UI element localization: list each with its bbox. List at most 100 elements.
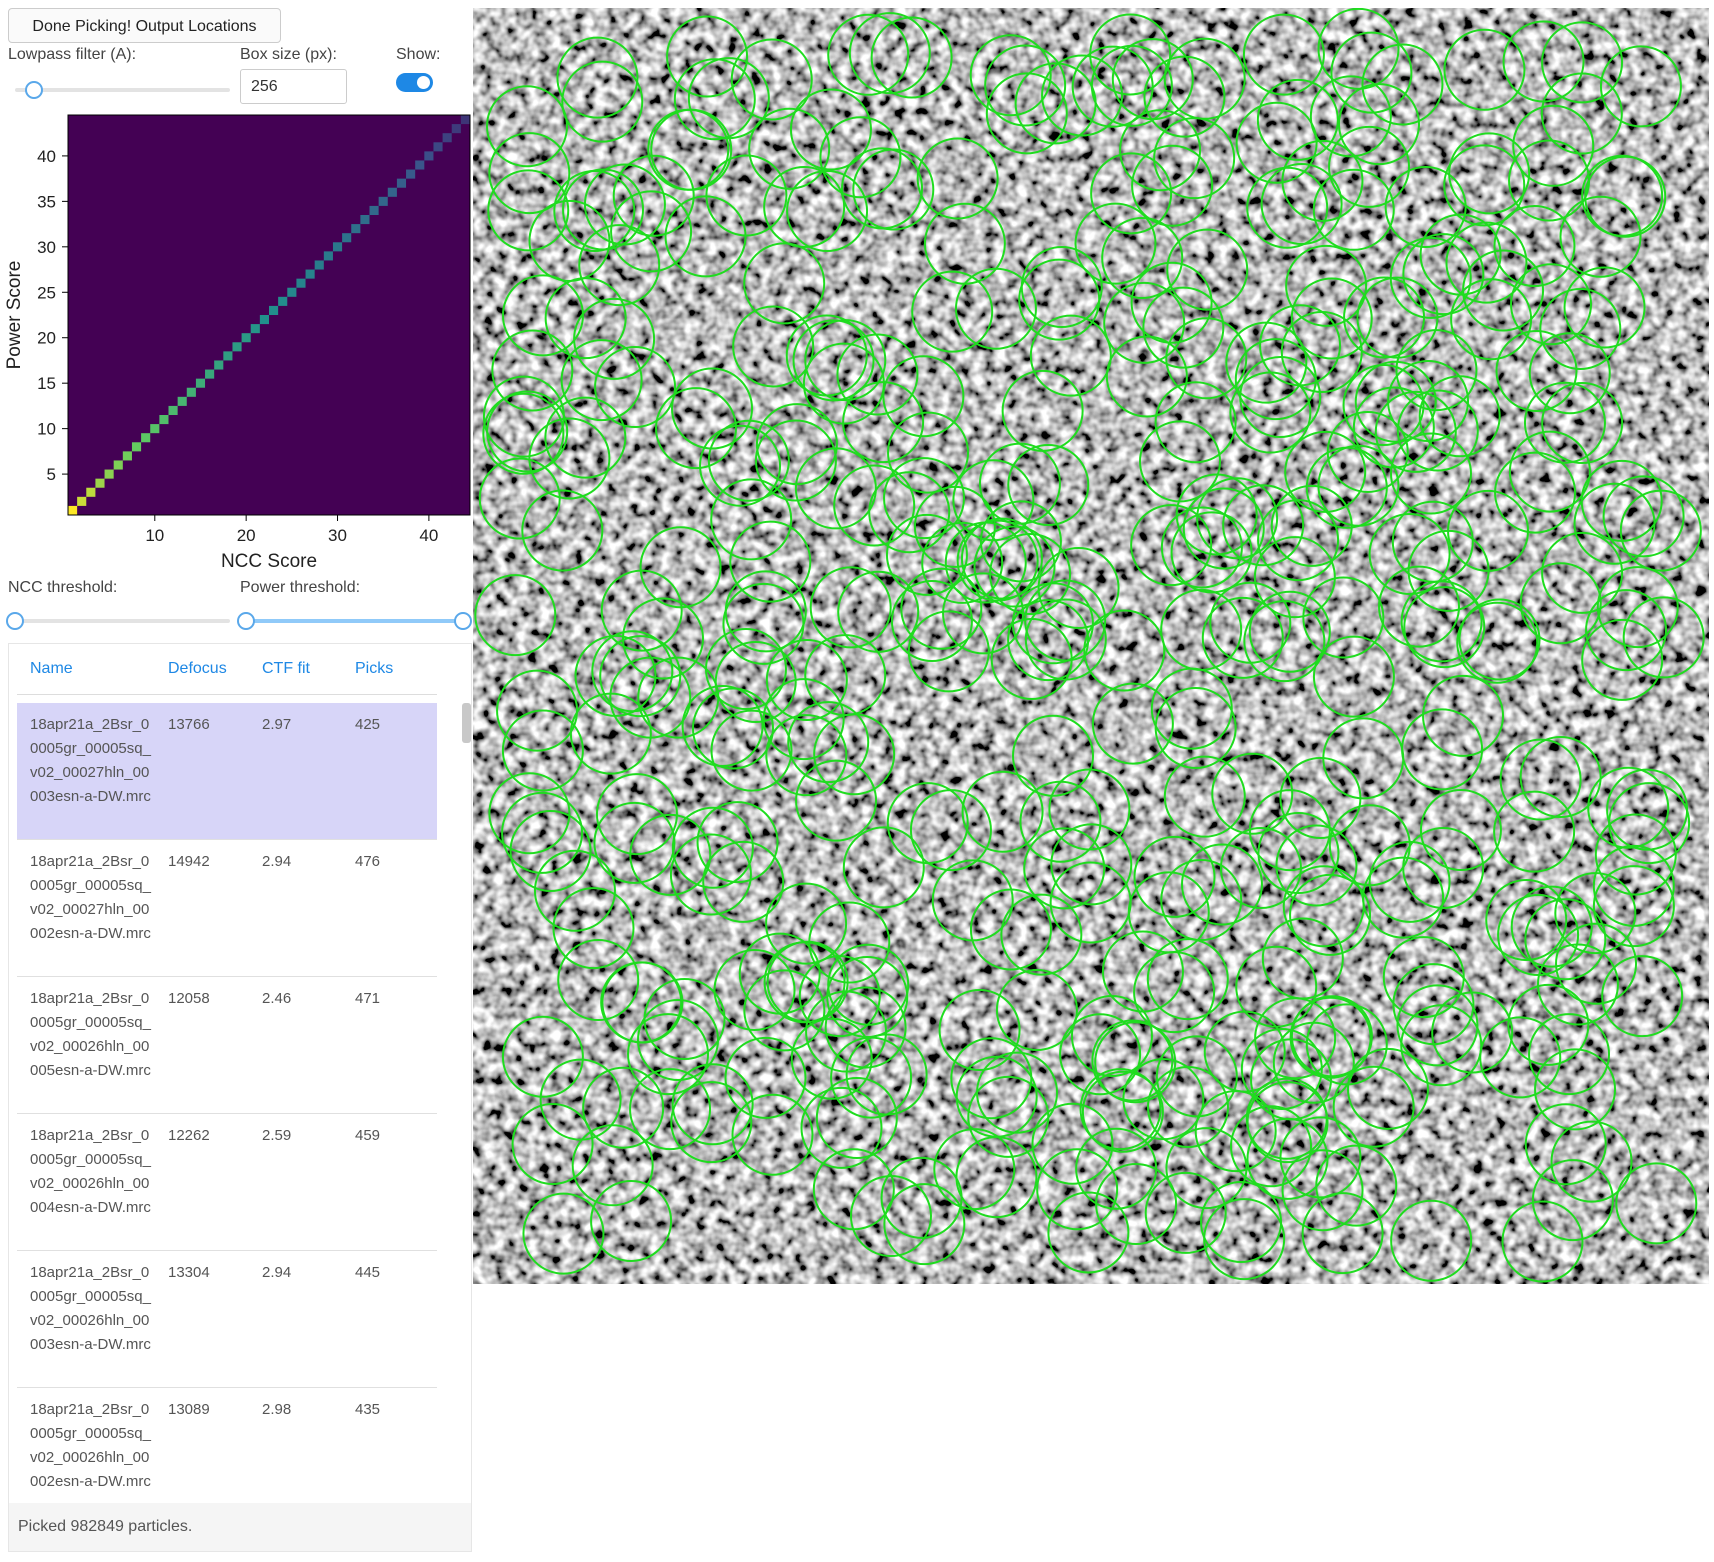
- heatmap-cell: [378, 196, 388, 206]
- pick-circle: [1155, 1035, 1238, 1118]
- pick-circle: [710, 709, 793, 792]
- pick-circle: [984, 44, 1067, 127]
- pick-circle: [582, 1066, 665, 1149]
- table-cell: 2.98: [262, 1401, 292, 1418]
- table-row[interactable]: 18apr21a_2Bsr_00005gr_00005sq_v02_00026h…: [17, 977, 437, 1114]
- pick-circle: [501, 1015, 584, 1098]
- pick-circle: [1047, 1191, 1130, 1274]
- pick-circle: [1007, 599, 1090, 682]
- pick-circle: [600, 961, 683, 1044]
- power-slider[interactable]: [246, 619, 463, 623]
- pick-circle: [612, 154, 695, 237]
- pick-circle: [882, 355, 965, 438]
- pick-circle: [1170, 511, 1253, 594]
- heatmap-cell: [332, 242, 343, 252]
- lowpass-slider[interactable]: [15, 88, 230, 92]
- pick-circle: [1235, 101, 1318, 184]
- pick-circle: [1493, 790, 1576, 873]
- plot-frame: [67, 114, 471, 516]
- pick-circle: [1130, 504, 1213, 587]
- table-row[interactable]: 18apr21a_2Bsr_00005gr_00005sq_v02_00026h…: [17, 1251, 437, 1388]
- pick-circle: [1495, 330, 1578, 413]
- pick-circle: [482, 392, 565, 475]
- column-header[interactable]: Name: [30, 660, 73, 677]
- slider-knob[interactable]: [6, 612, 24, 630]
- pick-circle: [1270, 484, 1353, 567]
- pick-circle: [1419, 789, 1502, 872]
- pick-circle: [1037, 547, 1120, 630]
- pick-circle: [578, 224, 661, 307]
- column-header[interactable]: Defocus: [168, 660, 227, 677]
- pick-circle: [827, 13, 910, 96]
- pick-circle: [743, 969, 826, 1052]
- pick-circle: [1261, 917, 1344, 1000]
- slider-knob[interactable]: [454, 612, 472, 630]
- pick-circle: [1328, 125, 1411, 208]
- y-tick-label: 40: [37, 147, 56, 166]
- pick-circle: [1281, 1149, 1364, 1232]
- pick-circle: [724, 1036, 807, 1119]
- heatmap-cell: [150, 424, 160, 434]
- pick-circle: [1541, 531, 1624, 614]
- heatmap-cell: [205, 369, 215, 379]
- pick-circle: [731, 1093, 814, 1176]
- heatmap-cell: [86, 487, 96, 497]
- ncc-slider[interactable]: [15, 619, 230, 623]
- pick-circle: [681, 685, 764, 768]
- pick-circle: [671, 806, 754, 889]
- heatmap-cell: [159, 415, 169, 425]
- column-header[interactable]: Picks: [355, 660, 394, 677]
- pick-circle: [1622, 596, 1705, 679]
- heatmap-chart: 10 20 30 40 5 10 15 20 25 30 35 40 NCC Score Power Sc…: [4, 114, 471, 572]
- slider-knob[interactable]: [25, 81, 43, 99]
- pick-circle: [1585, 589, 1668, 672]
- heatmap-cell: [296, 278, 306, 288]
- table-cell: 18apr21a_2Bsr_00005gr_00005sq_v02_00026h…: [30, 1401, 151, 1490]
- pick-circle: [815, 1077, 898, 1160]
- slider-knob[interactable]: [237, 612, 255, 630]
- pick-circle: [713, 948, 796, 1031]
- pick-circle: [1445, 221, 1528, 304]
- pick-circle: [967, 1075, 1050, 1158]
- show-toggle[interactable]: [396, 73, 433, 92]
- box-size-input[interactable]: 256: [240, 69, 347, 104]
- pick-circle: [696, 801, 779, 884]
- table-cell: 14942: [168, 853, 210, 870]
- pick-circle: [790, 1017, 873, 1100]
- pick-circle: [1290, 995, 1373, 1078]
- heatmap-cell: [269, 305, 279, 315]
- scrollbar[interactable]: [462, 703, 471, 743]
- table-row[interactable]: 18apr21a_2Bsr_00005gr_00005sq_v02_00026h…: [17, 1114, 437, 1251]
- pick-circle: [1091, 682, 1174, 765]
- pick-circle: [1317, 8, 1400, 90]
- pick-circle: [487, 169, 570, 252]
- pick-circle: [1368, 513, 1451, 596]
- pick-circle: [1094, 1021, 1177, 1104]
- table-row[interactable]: 18apr21a_2Bsr_00005gr_00005sq_v02_00027h…: [17, 840, 437, 977]
- pick-circle: [1312, 168, 1395, 251]
- table-row[interactable]: 18apr21a_2Bsr_00005gr_00005sq_v02_00027h…: [17, 703, 437, 840]
- heatmap-cell: [186, 387, 196, 397]
- heatmap-cell: [131, 442, 142, 452]
- table-row[interactable]: 18apr21a_2Bsr_00005gr_00005sq_v02_00026h…: [17, 1388, 437, 1503]
- pick-circle: [1508, 139, 1591, 222]
- pick-circle: [738, 932, 821, 1015]
- lowpass-label: Lowpass filter (A):: [8, 46, 137, 63]
- pick-circle: [765, 714, 848, 797]
- pick-circle: [1222, 484, 1305, 567]
- done-button[interactable]: Done Picking! Output Locations: [8, 8, 281, 43]
- table-cell: 435: [355, 1401, 381, 1418]
- column-header[interactable]: CTF fit: [262, 660, 310, 677]
- pick-circle: [1146, 1066, 1229, 1149]
- pick-circle: [593, 801, 676, 884]
- pick-circle: [610, 190, 693, 273]
- pick-circle: [621, 597, 704, 680]
- pick-circle: [1023, 827, 1106, 910]
- pick-circle: [833, 464, 916, 547]
- show-label: Show:: [396, 46, 441, 63]
- table-cell: 471: [355, 990, 381, 1007]
- pick-circle: [826, 955, 909, 1038]
- table-cell: 459: [355, 1127, 381, 1144]
- table-cell: 2.94: [262, 1264, 292, 1281]
- heatmap-cell: [195, 378, 206, 388]
